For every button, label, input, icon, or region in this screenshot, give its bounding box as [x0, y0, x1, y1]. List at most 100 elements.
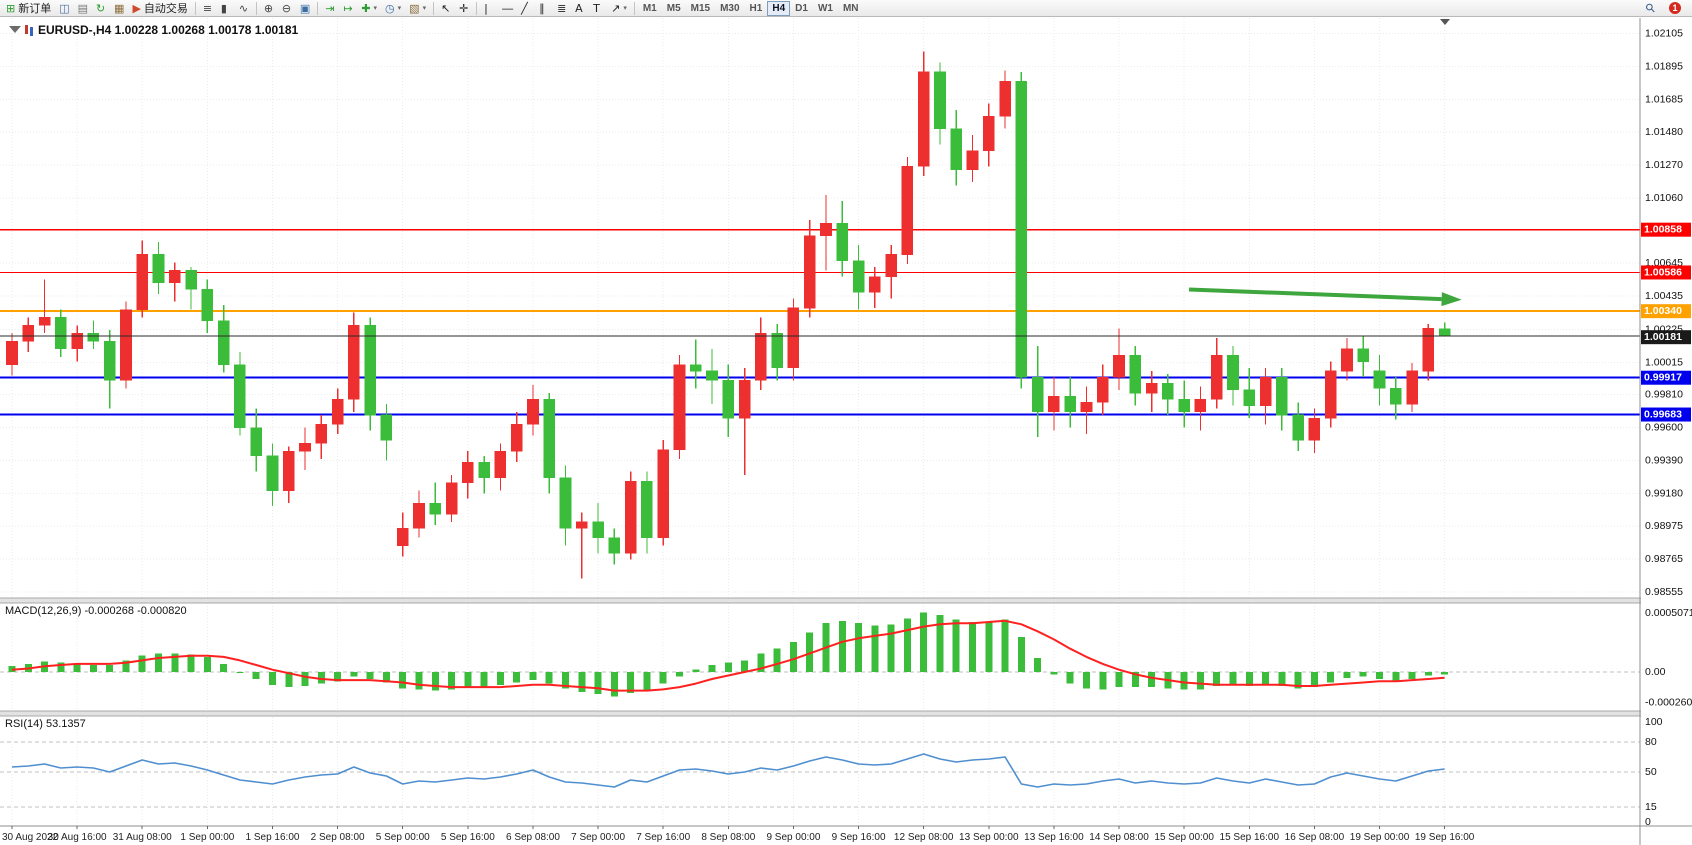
panel-separator[interactable]: [0, 597, 1692, 604]
text-button[interactable]: A: [571, 1, 589, 16]
chart-background: [0, 18, 1692, 845]
templates-button[interactable]: ▧ ▾: [405, 1, 430, 16]
chart-shift-icon: ↦: [343, 1, 353, 15]
chart-shift-button[interactable]: ↦: [339, 1, 357, 16]
timeframe-m1-button[interactable]: M1: [638, 1, 662, 16]
vertical-line-button[interactable]: |: [480, 1, 498, 16]
macd-signal-line: [11, 619, 1445, 692]
zoom-out-button[interactable]: ⊖: [278, 1, 296, 16]
svg-text:1 Sep 16:00: 1 Sep 16:00: [246, 832, 300, 843]
svg-text:1.00586: 1.00586: [1644, 266, 1682, 278]
equidistant-channel-button[interactable]: ∥: [535, 1, 553, 16]
line-chart-button[interactable]: ∿: [235, 1, 253, 16]
terminal-button[interactable]: ▦: [110, 1, 128, 16]
svg-text:9 Sep 16:00: 9 Sep 16:00: [832, 832, 886, 843]
svg-text:1.01270: 1.01270: [1645, 159, 1683, 171]
text-label-button[interactable]: T: [589, 1, 607, 16]
svg-text:2 Sep 08:00: 2 Sep 08:00: [311, 832, 365, 843]
horizontal-line-icon: ―: [502, 1, 514, 15]
candlestick-chart-button[interactable]: ▮: [217, 1, 235, 16]
vertical-line-icon: |: [484, 1, 488, 15]
tile-windows-button[interactable]: ▣: [296, 1, 314, 16]
zoom-in-icon: ⊕: [263, 1, 274, 15]
svg-text:1.01060: 1.01060: [1645, 192, 1683, 204]
indicators-button[interactable]: ✚ ▾: [357, 1, 381, 16]
one-click-trading-toggle[interactable]: [9, 26, 21, 33]
toolbar-separator: [317, 1, 319, 15]
toolbar-separator: [476, 1, 478, 15]
timeframe-h4-button[interactable]: H4: [767, 0, 791, 16]
chevron-down-icon: ▾: [373, 5, 378, 12]
svg-text:0.00: 0.00: [1645, 666, 1666, 678]
chart-symbol-icon: [25, 25, 28, 34]
arrows-button[interactable]: ↗ ▾: [607, 1, 631, 16]
trend-arrow-object[interactable]: [1188, 287, 1462, 307]
market-watch-icon: ◫: [59, 1, 70, 15]
svg-text:12 Sep 08:00: 12 Sep 08:00: [894, 832, 954, 843]
new-order-button-label: 新订单: [18, 3, 52, 15]
candles: [6, 51, 1451, 579]
svg-text:0.99390: 0.99390: [1645, 455, 1683, 467]
autotrading-icon: ▶: [132, 1, 141, 15]
chevron-down-icon: ▾: [422, 5, 427, 12]
svg-text:0.99683: 0.99683: [1644, 409, 1682, 421]
periods-icon: ◷: [385, 1, 395, 15]
notification-badge[interactable]: 1: [1665, 1, 1685, 16]
panel-separator[interactable]: [0, 710, 1692, 717]
navigator-icon: ↻: [96, 1, 106, 15]
timeframe-m15-button[interactable]: M15: [686, 1, 715, 16]
search-button[interactable]: ⚲: [1642, 0, 1660, 16]
navigator-button[interactable]: ↻: [92, 1, 110, 16]
svg-text:1.01685: 1.01685: [1645, 94, 1683, 106]
zoom-in-button[interactable]: ⊕: [260, 1, 278, 16]
auto-scroll-button[interactable]: ⇥: [321, 1, 339, 16]
timeframe-m5-button[interactable]: M5: [662, 1, 686, 16]
timeframe-h1-button[interactable]: H1: [745, 1, 768, 16]
crosshair-button[interactable]: ✛: [455, 1, 473, 16]
timeframe-d1-button[interactable]: D1: [790, 1, 813, 16]
svg-text:1.00181: 1.00181: [1644, 331, 1682, 343]
svg-text:15 Sep 00:00: 15 Sep 00:00: [1154, 832, 1214, 843]
timeframe-mn-button[interactable]: MN: [838, 1, 864, 16]
svg-text:13 Sep 00:00: 13 Sep 00:00: [959, 832, 1019, 843]
fibonacci-icon: ≣: [557, 1, 567, 15]
zoom-out-icon: ⊖: [281, 1, 292, 15]
cursor-button[interactable]: ↖: [437, 1, 455, 16]
fibonacci-button[interactable]: ≣: [553, 1, 571, 16]
autotrading-button[interactable]: ▶ 自动交易: [128, 1, 191, 16]
chevron-down-icon: ▾: [623, 5, 627, 12]
bar-chart-button[interactable]: ≡: [199, 1, 217, 16]
line-chart-icon: ∿: [238, 1, 249, 15]
svg-text:1.00340: 1.00340: [1644, 305, 1682, 317]
new-order-icon: ⊞: [6, 1, 16, 15]
timeframe-m30-button[interactable]: M30: [715, 1, 744, 16]
data-window-button[interactable]: ▤: [74, 1, 92, 16]
horizontal-line-button[interactable]: ―: [498, 1, 517, 16]
arrows-icon: ↗: [611, 1, 621, 15]
svg-text:1.01895: 1.01895: [1645, 61, 1683, 73]
price-axis: 1.02105 1.01895 1.01685 1.01480 1.01270 1.010…: [1639, 18, 1692, 845]
text-icon: A: [575, 1, 583, 15]
svg-text:15 Sep 16:00: 15 Sep 16:00: [1220, 832, 1280, 843]
svg-text:80: 80: [1645, 736, 1657, 748]
macd-panel: [0, 612, 1640, 697]
chart-canvas[interactable]: 1.02105 1.01895 1.01685 1.01480 1.01270 1.010…: [0, 18, 1692, 845]
svg-text:1.00435: 1.00435: [1645, 290, 1683, 302]
trendline-button[interactable]: ╱: [517, 1, 535, 16]
svg-text:7 Sep 16:00: 7 Sep 16:00: [636, 832, 690, 843]
svg-text:7 Sep 00:00: 7 Sep 00:00: [571, 832, 625, 843]
new-order-button[interactable]: ⊞ 新订单: [2, 1, 55, 16]
toolbar-separator: [433, 1, 435, 15]
svg-text:1.02105: 1.02105: [1645, 28, 1683, 40]
timeframe-w1-button[interactable]: W1: [813, 1, 838, 16]
periods-button[interactable]: ◷ ▾: [381, 1, 405, 16]
svg-text:9 Sep 00:00: 9 Sep 00:00: [766, 832, 820, 843]
svg-text:0.0005071: 0.0005071: [1645, 607, 1692, 619]
svg-text:1.01480: 1.01480: [1645, 126, 1683, 138]
svg-text:14 Sep 08:00: 14 Sep 08:00: [1089, 832, 1149, 843]
svg-text:5 Sep 00:00: 5 Sep 00:00: [376, 832, 430, 843]
horizontal-line-objects[interactable]: [0, 228, 1640, 416]
market-watch-button[interactable]: ◫: [55, 1, 73, 16]
